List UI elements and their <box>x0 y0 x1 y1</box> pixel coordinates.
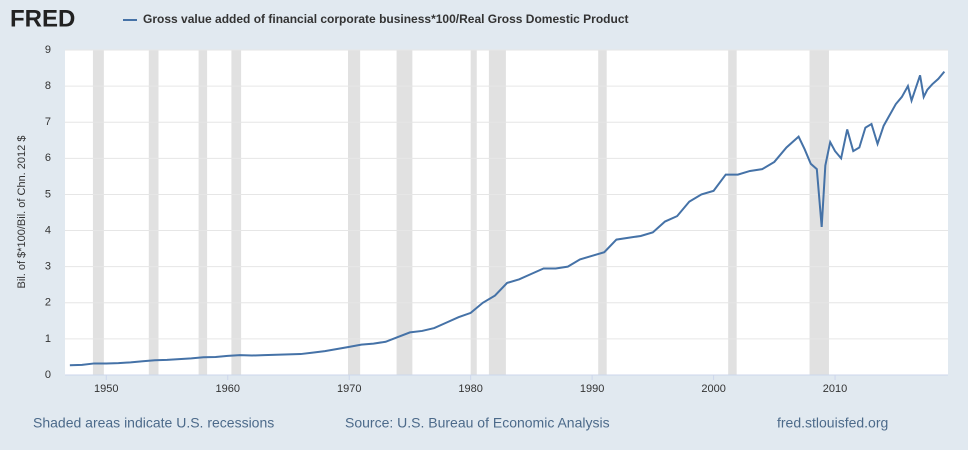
recession-band <box>92 50 104 375</box>
site: fred.stlouisfed.org <box>777 415 888 431</box>
legend-label: Gross value added of financial corporate… <box>143 12 629 26</box>
logo: FRED <box>10 5 75 32</box>
y-tick-label: 7 <box>45 116 51 128</box>
x-tick-label: 1950 <box>94 383 118 395</box>
x-tick-label: 1990 <box>580 383 604 395</box>
y-tick-label: 2 <box>45 297 51 309</box>
y-tick-label: 0 <box>45 369 51 381</box>
recession-band <box>231 50 242 375</box>
y-axis-label: Bil. of $*100/Bil. of Chn. 2012 $ <box>16 136 28 289</box>
y-tick-label: 8 <box>45 80 51 92</box>
y-tick-label: 6 <box>45 152 51 164</box>
recession-note: Shaded areas indicate U.S. recessions <box>33 415 274 431</box>
x-tick-label: 2010 <box>823 383 847 395</box>
y-tick-label: 9 <box>45 44 51 56</box>
y-tick-label: 5 <box>45 188 51 200</box>
recession-band <box>148 50 159 375</box>
y-tick-label: 1 <box>45 333 51 345</box>
y-tick-label: 3 <box>45 261 51 273</box>
x-tick-label: 1980 <box>458 383 482 395</box>
recession-band <box>488 50 506 375</box>
source: Source: U.S. Bureau of Economic Analysis <box>345 415 610 431</box>
data-line <box>69 71 946 367</box>
recession-band <box>347 50 361 375</box>
recession-band <box>470 50 477 375</box>
recession-band <box>728 50 737 375</box>
recession-band <box>598 50 607 375</box>
x-tick-label: 1970 <box>337 383 361 395</box>
y-tick-label: 4 <box>45 224 51 236</box>
recession-band <box>198 50 208 375</box>
recession-band <box>396 50 413 375</box>
x-tick-label: 2000 <box>701 383 725 395</box>
plot-area <box>65 50 948 375</box>
recession-band <box>809 50 829 375</box>
x-tick-label: 1960 <box>216 383 240 395</box>
